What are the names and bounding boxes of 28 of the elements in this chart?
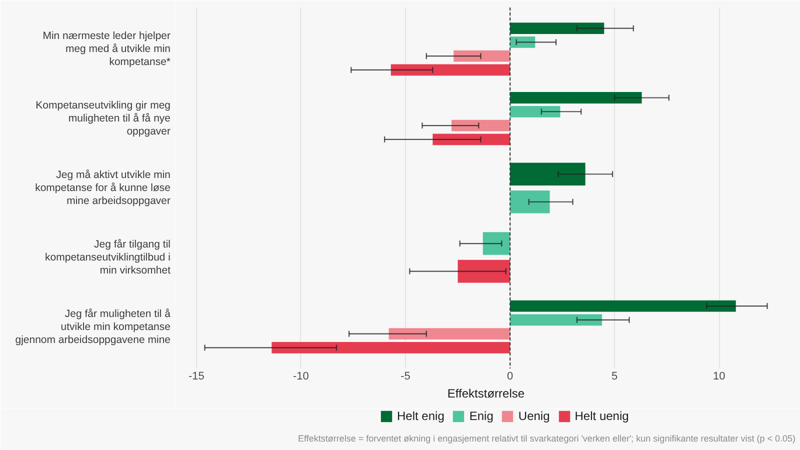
bar xyxy=(272,342,510,354)
bar xyxy=(510,314,602,326)
x-tick-label: 0 xyxy=(506,370,514,382)
bar xyxy=(454,50,510,62)
bar xyxy=(452,120,510,132)
bar xyxy=(388,328,510,340)
x-tick-label: 10 xyxy=(713,370,726,382)
y-tick-label: Jeg må aktivt utvikle min kompetanse for å kunne løse mine arbeidsoppgaver xyxy=(35,169,172,207)
legend-label: Helt enig xyxy=(397,409,444,423)
text: Effektstørrelse = forventet økning i engasjement relativt til svarkategori 'verken eller'; kun signifikante resultater vist (p < 0.05) xyxy=(298,434,796,444)
y-tick-label: Jeg får muligheten til å utvikle min kompetanse gjennom arbeidsoppgavene mine xyxy=(15,308,171,346)
legend-label: Helt uenig xyxy=(574,409,629,423)
x-tick-label: -10 xyxy=(293,370,309,382)
bar xyxy=(432,134,510,146)
x-tick-label: 5 xyxy=(612,370,618,382)
x-axis-title: Effektstørrelse xyxy=(447,386,525,400)
y-tick-label: Min nærmeste leder hjelper meg med å utvikle min kompetanse* xyxy=(42,30,172,68)
legend-label: Uenig xyxy=(518,409,550,423)
bar xyxy=(510,92,642,104)
y-tick-label: Kompetanseutvikling gir meg muligheten til å få nye oppgaver xyxy=(36,100,172,138)
bar xyxy=(390,64,510,76)
legend-label: Enig xyxy=(469,409,494,423)
bar xyxy=(510,22,604,34)
bar xyxy=(510,300,736,312)
bar xyxy=(510,106,560,118)
y-tick-label: Jeg får tilgang til kompetanseutviklingtilbud i min virksomhet xyxy=(45,238,171,276)
x-tick-label: -5 xyxy=(400,370,410,382)
x-tick-label: -15 xyxy=(188,370,204,382)
